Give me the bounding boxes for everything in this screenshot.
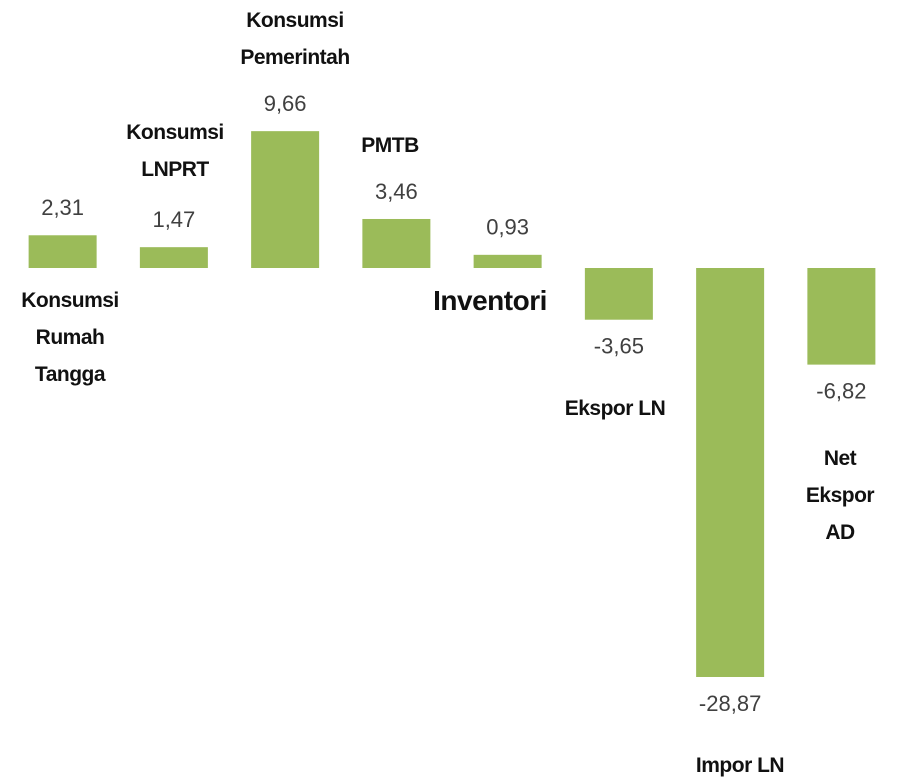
category-label: Ekspor LN xyxy=(564,397,666,420)
category-label: Konsumsi Rumah Tangga xyxy=(21,289,119,386)
bar xyxy=(28,235,97,268)
category-label: Konsumsi Pemerintah xyxy=(240,9,350,69)
category-label: PMTB xyxy=(361,134,419,157)
value-label: 2,31 xyxy=(41,195,84,220)
bar xyxy=(139,247,208,268)
value-label: -28,87 xyxy=(699,691,761,716)
bar xyxy=(696,268,765,677)
value-label: -6,82 xyxy=(816,378,866,403)
value-label: 3,46 xyxy=(375,179,418,204)
value-label: 1,47 xyxy=(152,207,195,232)
value-label: 9,66 xyxy=(264,91,307,116)
bar xyxy=(473,254,542,268)
category-label: Inventori xyxy=(433,285,547,316)
category-label: Net Ekspor AD xyxy=(805,447,875,544)
bar xyxy=(584,268,653,320)
bar xyxy=(807,268,876,365)
value-label: 0,93 xyxy=(486,215,529,240)
bar xyxy=(251,131,320,268)
bar xyxy=(362,218,431,268)
value-label: -3,65 xyxy=(594,334,644,359)
category-label: Impor LN xyxy=(695,754,785,777)
category-label: Konsumsi LNPRT xyxy=(126,121,224,181)
